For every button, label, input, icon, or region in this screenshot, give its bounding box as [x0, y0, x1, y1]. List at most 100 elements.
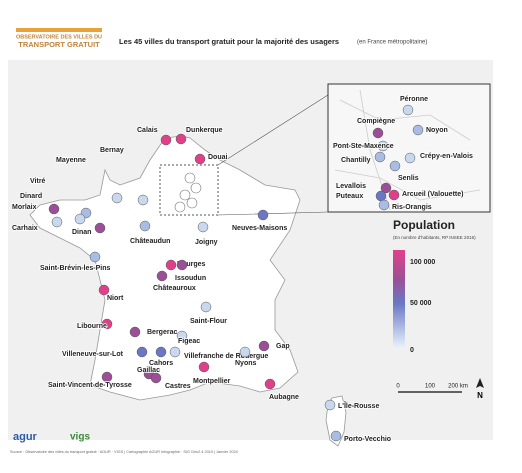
city-label: Mayenne: [56, 157, 86, 164]
city-label: Dinan: [72, 229, 91, 236]
city-marker: [136, 346, 148, 358]
city-marker: [137, 194, 149, 206]
city-marker: [402, 104, 414, 116]
city-marker: [200, 301, 212, 313]
city-marker: [101, 318, 113, 330]
city-marker: [89, 251, 101, 263]
city-marker: [404, 152, 416, 164]
legend-subtitle: (En nombre d'habitants, RP INSEE 2016): [393, 235, 476, 240]
city-marker: [412, 124, 424, 136]
city-label: Crépy-en-Valois: [420, 153, 473, 160]
city-label: Neuves-Maisons: [232, 225, 287, 232]
city-label: Compiègne: [357, 118, 395, 125]
city-label: Dinard: [20, 193, 42, 200]
legend-gradient: [393, 250, 405, 347]
city-label: Arcueil (Valouette): [402, 191, 463, 198]
legend-tick-label: 0: [410, 347, 414, 354]
city-label: Villeneuve-sur-Lot: [62, 351, 124, 358]
title: Les 45 villes du transport gratuit pour …: [119, 37, 339, 46]
logo-agur: agur: [13, 431, 38, 443]
city-marker: [155, 346, 167, 358]
city-label: Carhaix: [12, 225, 38, 232]
city-label: Nyons: [235, 360, 257, 367]
france-outline: [29, 135, 301, 401]
city-label: Saint-Brévin-les-Pins: [40, 265, 111, 272]
city-label: Cahors: [149, 360, 173, 367]
city-marker: [165, 259, 177, 271]
city-label: Villefranche de Rouergue: [184, 353, 268, 360]
city-marker: [372, 127, 384, 139]
city-label: Péronne: [400, 96, 428, 103]
city-label: Châteauroux: [153, 285, 196, 292]
city-marker: [380, 182, 392, 194]
city-marker: [150, 372, 162, 384]
city-marker: [51, 216, 63, 228]
city-marker: [169, 346, 181, 358]
city-marker: [176, 330, 188, 342]
city-label: Chantilly: [341, 157, 371, 164]
city-label: Saint-Vincent-de-Tyrosse: [48, 382, 132, 389]
source: Source : Observatoire des villes du tran…: [10, 450, 238, 454]
city-marker: [194, 153, 206, 165]
city-marker: [258, 340, 270, 352]
city-label: L'Île-Rousse: [338, 401, 379, 410]
inset-zone: [159, 164, 219, 216]
city-marker: [264, 378, 276, 390]
city-label: Puteaux: [336, 193, 363, 200]
scale-label: 0: [396, 384, 400, 390]
city-marker: [48, 203, 60, 215]
city-label: Saint-Flour: [190, 318, 227, 325]
city-marker: [175, 133, 187, 145]
subtitle: (en France métropolitaine): [357, 40, 427, 46]
city-marker: [176, 259, 188, 271]
city-label: Aubagne: [269, 394, 299, 401]
logo-line2: TRANSPORT GRATUIT: [18, 40, 100, 49]
inset-connector: [217, 94, 329, 216]
city-label: Ris-Orangis: [392, 204, 432, 211]
city-marker: [374, 151, 386, 163]
city-label: Montpellier: [193, 378, 231, 385]
logo-line1: OBSERVATOIRE DES VILLES DU: [16, 34, 102, 40]
city-label: Noyon: [426, 127, 448, 134]
city-label: Castres: [165, 383, 191, 390]
city-label: Bourges: [177, 261, 206, 268]
city-label: Figeac: [178, 338, 200, 345]
legend-title: Population: [393, 218, 455, 232]
city-label: Porto-Vecchio: [344, 436, 391, 443]
city-marker: [74, 213, 86, 225]
city-marker: [160, 134, 172, 146]
scale-label: 100: [425, 384, 436, 390]
city-label: Levallois: [336, 183, 366, 190]
city-marker: [324, 399, 336, 411]
city-label: Bergerac: [147, 329, 177, 336]
city-marker: [111, 192, 123, 204]
north-label: N: [477, 391, 483, 400]
city-label: Bernay: [100, 147, 124, 154]
city-marker: [239, 346, 251, 358]
city-label: Calais: [137, 127, 158, 134]
city-label: Douai: [208, 154, 228, 161]
city-marker: [198, 361, 210, 373]
city-label: Châteaudun: [130, 238, 170, 245]
city-marker: [257, 209, 269, 221]
city-marker: [156, 270, 168, 282]
city-marker: [389, 160, 401, 172]
city-label: Gap: [276, 343, 290, 350]
logo-bar: [16, 28, 102, 32]
city-marker: [94, 222, 106, 234]
city-label: Senlis: [398, 175, 419, 182]
north-arrow: [476, 378, 484, 388]
city-label: Dunkerque: [186, 127, 223, 134]
city-marker: [139, 220, 151, 232]
city-label: Vitré: [30, 178, 46, 185]
city-label: Issoudun: [175, 275, 206, 282]
city-marker: [101, 371, 113, 383]
city-label: Gaillac: [137, 367, 160, 374]
city-label: Libourne: [77, 323, 107, 330]
city-marker: [377, 140, 389, 152]
city-label: Joigny: [195, 239, 218, 246]
legend-tick-label: 100 000: [410, 259, 435, 266]
city-marker: [330, 430, 342, 442]
legend-tick-label: 50 000: [410, 300, 432, 307]
